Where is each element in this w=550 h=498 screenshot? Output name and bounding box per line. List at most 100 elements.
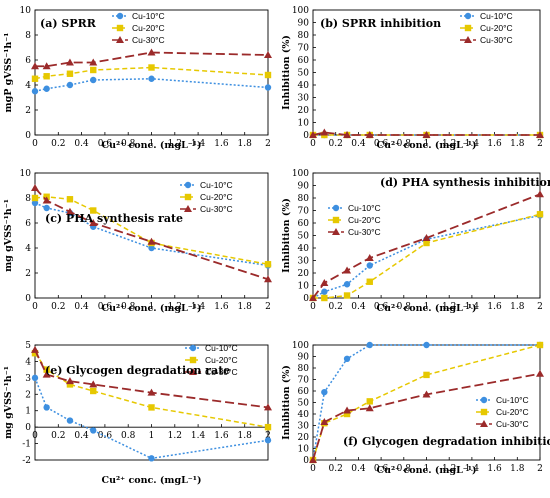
y-tick-label: 4	[25, 357, 31, 367]
x-axis-label: Cu²⁺ conc. (mgL⁻¹)	[102, 140, 202, 151]
x-tick-label: 1.6	[487, 302, 502, 312]
y-tick-label: 2	[25, 106, 31, 116]
legend-label: Cu-10°C	[480, 11, 513, 21]
series-1	[31, 64, 272, 82]
y-tick-label: 10	[298, 119, 310, 129]
data-point	[66, 417, 74, 424]
y-tick-label: 100	[292, 341, 309, 351]
data-point	[264, 84, 272, 91]
legend-marker	[332, 228, 340, 235]
data-point	[536, 211, 544, 218]
legend-label: Cu-20°C	[132, 23, 165, 33]
y-tick-label: 50	[298, 232, 310, 242]
data-point	[43, 366, 50, 373]
y-tick-label: 20	[298, 106, 310, 116]
data-point	[320, 128, 329, 136]
x-tick-label: 1.4	[191, 431, 206, 441]
y-tick-label: 50	[298, 69, 310, 79]
x-tick-label: 0.6	[98, 302, 113, 312]
y-tick-label: 1	[25, 407, 31, 417]
data-point	[148, 64, 155, 71]
data-point	[264, 71, 272, 79]
x-tick-label: 1.6	[487, 139, 502, 149]
legend-label: Cu-30°C	[132, 35, 165, 45]
data-point	[321, 288, 328, 295]
legend-label: Cu-10°C	[200, 180, 233, 190]
legend-label: Cu-20°C	[480, 23, 513, 33]
x-axis-label: Cu²⁺ conc. (mgL⁻¹)	[377, 140, 477, 151]
x-tick-label: 1.8	[238, 139, 253, 149]
x-tick-label: 2	[265, 431, 271, 441]
legend-marker	[189, 368, 197, 375]
data-point	[423, 239, 430, 247]
data-point	[89, 380, 98, 388]
y-tick-label: 80	[298, 194, 310, 204]
legend-marker	[332, 204, 340, 212]
legend: Cu-10°C Cu-20°C Cu-30°C	[476, 395, 529, 429]
x-tick-label: 1	[424, 139, 430, 149]
y-tick-label: -2	[22, 456, 31, 466]
data-point	[31, 345, 39, 353]
data-point	[148, 244, 155, 252]
data-point	[31, 88, 39, 95]
x-tick-label: 0.2	[51, 302, 65, 312]
data-point	[90, 66, 97, 74]
y-axis-label: Inhibition (%)	[281, 365, 292, 440]
series-line	[34, 195, 269, 265]
data-point	[309, 456, 317, 463]
data-point	[66, 196, 74, 203]
series-2	[31, 48, 272, 70]
y-tick-label: 8	[25, 194, 31, 204]
data-point	[343, 131, 352, 138]
y-tick-label: 80	[298, 364, 310, 374]
x-tick-label: 1	[149, 139, 155, 149]
y-tick-label: 6	[25, 219, 31, 229]
y-tick-label: 3	[25, 374, 31, 384]
legend-marker	[332, 216, 340, 224]
y-tick-label: 30	[298, 94, 310, 104]
legend-label: Cu-30°C	[200, 204, 233, 214]
y-tick-label: 8	[25, 31, 31, 41]
data-point	[366, 262, 373, 269]
data-point	[422, 390, 431, 398]
data-point	[148, 75, 155, 82]
data-point	[43, 73, 50, 80]
data-point	[321, 388, 328, 396]
y-tick-label: 4	[25, 81, 31, 91]
x-tick-label: 0.4	[351, 139, 366, 149]
data-point	[66, 70, 74, 77]
x-tick-label: 0.4	[351, 302, 366, 312]
y-tick-label: 20	[298, 269, 310, 279]
chart-title: (a) SPRR	[40, 17, 97, 30]
x-tick-label: 0	[32, 139, 38, 149]
data-point	[42, 62, 51, 70]
legend-label: Cu-30°C	[205, 367, 238, 377]
data-point	[423, 371, 430, 379]
legend-label: Cu-30°C	[348, 227, 381, 237]
series-1	[31, 193, 272, 268]
legend-marker	[189, 356, 197, 364]
data-point	[148, 455, 155, 462]
x-tick-label: 2	[537, 302, 543, 312]
data-point	[90, 387, 97, 395]
y-tick-label: 0	[303, 456, 309, 466]
y-tick-label: 10	[20, 6, 32, 16]
y-tick-label: 10	[20, 169, 32, 179]
x-tick-label: 0	[310, 302, 316, 312]
chart-title: (f) Glycogen degradation inhibition	[343, 435, 550, 448]
data-point	[365, 404, 374, 412]
series-line	[312, 214, 541, 299]
legend-label: Cu-30°C	[480, 35, 513, 45]
x-tick-label: 1.8	[510, 139, 525, 149]
x-tick-label: 1.6	[214, 139, 229, 149]
legend-label: Cu-20°C	[200, 192, 233, 202]
y-tick-label: 40	[298, 81, 310, 91]
data-point	[90, 207, 97, 214]
x-tick-label: 2	[537, 464, 543, 474]
series-2	[31, 345, 272, 411]
legend: Cu-10°C Cu-20°C Cu-30°C	[185, 343, 238, 377]
x-tick-label: 1.4	[465, 464, 480, 474]
y-axis-label: mg gVSS⁻¹h⁻¹	[3, 199, 14, 272]
chart-title: (e) Glycogen degradation rate	[45, 364, 230, 377]
legend-marker	[116, 12, 124, 20]
